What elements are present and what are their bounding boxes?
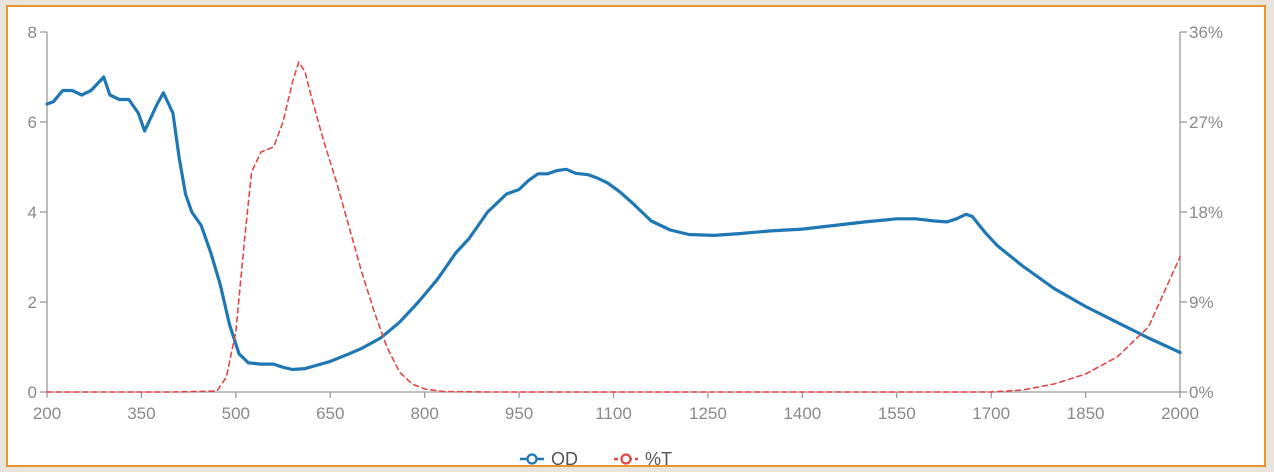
series-layer xyxy=(45,61,1182,393)
y-left-tick-label: 4 xyxy=(28,203,37,222)
legend-swatch-marker-1 xyxy=(620,453,632,465)
y-left-tick-label: 2 xyxy=(28,293,37,312)
x-tick-label: 950 xyxy=(505,404,533,423)
x-tick-label: 350 xyxy=(127,404,155,423)
x-tick-label: 1100 xyxy=(595,404,632,423)
series-line-od xyxy=(45,75,1182,372)
y-right-tick-label: 27% xyxy=(1189,113,1223,132)
y-left-tick-label: 0 xyxy=(28,383,37,402)
chart-frame xyxy=(6,5,1266,467)
y-right-tick-label: 18% xyxy=(1189,203,1223,222)
x-tick-label: 1250 xyxy=(689,404,727,423)
y-left-tick-label: 6 xyxy=(28,113,37,132)
x-tick-label: 1850 xyxy=(1067,404,1105,423)
legend: OD %T xyxy=(520,449,672,469)
x-tick-label: 2000 xyxy=(1161,404,1199,423)
x-tick-label: 650 xyxy=(316,404,344,423)
x-tick-label: 1700 xyxy=(972,404,1010,423)
legend-label-0: OD xyxy=(551,449,578,469)
x-tick-label: 500 xyxy=(222,404,250,423)
series-line-transmittance xyxy=(46,61,1181,393)
x-tick-label: 200 xyxy=(33,404,61,423)
x-tick-label: 800 xyxy=(410,404,438,423)
legend-swatch-marker-0 xyxy=(526,453,538,465)
x-tick-label: 1400 xyxy=(783,404,821,423)
y-left-tick-label: 8 xyxy=(28,23,37,42)
axes: 200 350 500 650 800 950 1100 1250 1400 1550 1700 18… xyxy=(28,23,1224,423)
x-tick-label: 1550 xyxy=(878,404,916,423)
y-right-tick-label: 9% xyxy=(1189,293,1214,312)
y-right-tick-label: 36% xyxy=(1189,23,1223,42)
y-right-tick-label: 0% xyxy=(1189,383,1214,402)
legend-label-1: %T xyxy=(645,449,672,469)
